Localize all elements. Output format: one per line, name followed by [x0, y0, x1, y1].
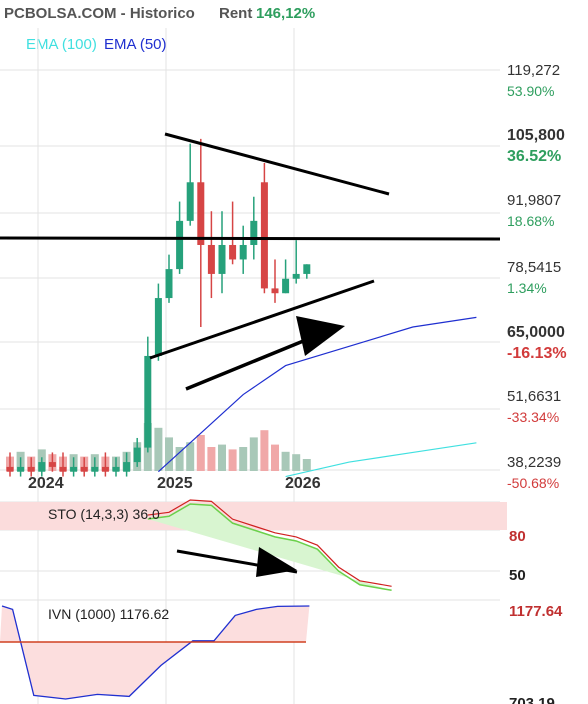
candlesticks	[6, 138, 311, 477]
price-tick-label: 105,800	[507, 127, 565, 144]
ema-lines	[157, 316, 477, 478]
page-title: PCBOLSA.COM - Historico	[4, 5, 195, 22]
year-label: 2025	[157, 475, 193, 492]
price-tick-label: 38,2239	[507, 454, 561, 471]
legend-ema50: EMA (50)	[104, 36, 167, 53]
candle-body	[218, 244, 226, 274]
candle-body	[27, 466, 35, 472]
ivn-label: IVN (1000) 1176.62	[48, 606, 169, 622]
candle-body	[271, 288, 279, 294]
sto-k-line	[147, 503, 392, 592]
percent-tick-label: -33.34%	[507, 409, 559, 425]
volume-bar	[260, 430, 269, 471]
ivn-panel	[0, 605, 310, 700]
percent-tick-label: 36.52%	[507, 148, 561, 165]
volume-bar	[165, 437, 173, 471]
candle-body	[282, 278, 290, 294]
candle-body	[250, 220, 258, 245]
price-tick-label: 91,9807	[507, 192, 561, 209]
sto-d-line	[147, 499, 392, 587]
price-axis: 119,272 53.90% 105,800 36.52% 91,9807 18.68% 7…	[507, 62, 567, 491]
percent-tick-label: -16.13%	[507, 345, 567, 362]
candle-body	[80, 466, 88, 472]
sto-label: STO (14,3,3) 36.0	[48, 506, 160, 522]
volume-bar	[281, 451, 290, 471]
percent-tick-label: -50.68%	[507, 475, 559, 491]
candle-body	[229, 244, 237, 260]
ivn-fill	[0, 606, 310, 699]
sto-level-50: 50	[509, 567, 526, 584]
legend-ema100: EMA (100)	[26, 36, 97, 53]
year-label: 2026	[285, 475, 321, 492]
arrow-shaft	[185, 333, 319, 391]
volume-bar	[292, 454, 301, 471]
volume-bar	[207, 447, 216, 471]
sto-level-80: 80	[509, 528, 526, 545]
rent-label: Rent	[219, 5, 252, 22]
candle-body	[70, 466, 78, 472]
candle-body	[48, 462, 56, 467]
ema50-line	[157, 316, 477, 473]
sto-panel	[147, 499, 392, 592]
year-axis: 2024 2025 2026	[28, 475, 321, 492]
candle-body	[165, 269, 173, 299]
volume-bar	[239, 447, 248, 471]
trend-drawings	[0, 132, 501, 574]
volume-bar	[218, 444, 226, 471]
percent-tick-label: 1.34%	[507, 280, 547, 296]
candle-body	[303, 264, 311, 274]
candle-body	[17, 466, 25, 472]
volume-bar	[271, 444, 279, 471]
volume-bar	[154, 427, 163, 471]
ema100-line	[285, 442, 477, 478]
candle-body	[91, 466, 99, 472]
sto-arrow-head	[256, 547, 297, 577]
volume-bar	[249, 437, 258, 471]
candle-body	[292, 273, 300, 279]
horizontal-resistance-line	[0, 236, 501, 241]
candle-body	[59, 466, 67, 472]
volume-bar	[196, 435, 205, 471]
lower-trendline	[149, 279, 375, 360]
upper-trendline	[164, 132, 390, 196]
candle-body	[101, 466, 109, 472]
candle-body	[38, 462, 46, 472]
candle-body	[207, 244, 215, 274]
year-label: 2024	[28, 475, 64, 492]
price-tick-label: 65,0000	[507, 324, 565, 341]
percent-tick-label: 53.90%	[507, 83, 554, 99]
price-tick-label: 78,5415	[507, 259, 561, 276]
candle-body	[154, 298, 162, 356]
volume-bar	[228, 449, 237, 471]
candle-body	[144, 355, 152, 448]
candle-body	[197, 182, 205, 245]
candle-body	[6, 466, 14, 472]
ivn-bottom-value: 703.19	[509, 695, 555, 704]
volume-bar	[302, 459, 311, 471]
grid-lines	[0, 28, 507, 704]
rent-value: 146,12%	[256, 5, 315, 22]
ivn-top-value: 1177.64	[509, 603, 563, 620]
arrow-head	[296, 316, 345, 356]
candle-body	[260, 182, 268, 289]
candle-body	[186, 182, 194, 221]
price-tick-label: 51,6631	[507, 388, 561, 405]
candle-body	[123, 462, 131, 472]
ivn-line	[1, 605, 310, 700]
candle-body	[112, 466, 120, 472]
candle-body	[176, 220, 184, 270]
percent-tick-label: 18.68%	[507, 213, 554, 229]
price-tick-label: 119,272	[507, 62, 560, 79]
candle-body	[239, 244, 247, 260]
volume-bar	[186, 442, 195, 471]
volume-bar	[175, 447, 184, 471]
candle-body	[133, 447, 141, 463]
